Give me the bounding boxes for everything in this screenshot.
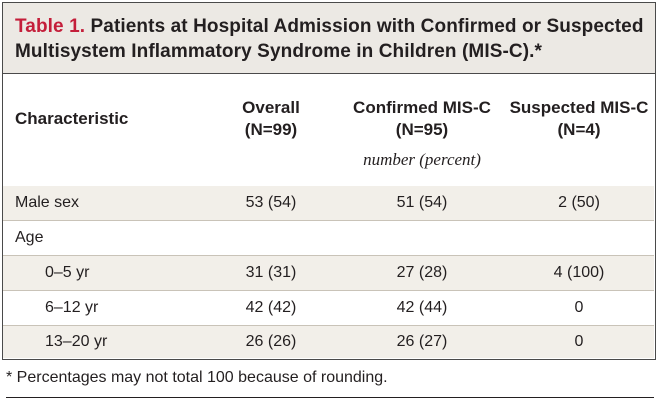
row-divider (3, 255, 654, 256)
row-divider (3, 325, 654, 326)
header-confirmed-count: (N=95) (395, 120, 449, 139)
cell-confirmed: 27 (28) (396, 264, 448, 281)
table-title-text: Patients at Hospital Admission with Conf… (15, 16, 644, 62)
table-row: Age (3, 221, 654, 255)
cell-overall: 26 (26) (245, 333, 297, 350)
row-divider (3, 290, 654, 291)
header-suspected-count: (N=4) (557, 120, 601, 139)
bottom-rule (6, 397, 654, 398)
cell-confirmed: 26 (27) (396, 333, 448, 350)
row-label: 0–5 yr (45, 264, 90, 281)
row-label: Male sex (15, 194, 80, 211)
header-characteristic: Characteristic (15, 109, 129, 128)
row-label: 13–20 yr (45, 333, 108, 350)
cell-suspected: 0 (574, 299, 584, 316)
cell-overall: 53 (54) (245, 194, 297, 211)
table-footnote: * Percentages may not total 100 because … (6, 369, 388, 386)
header-confirmed-label: Confirmed MIS-C (353, 98, 491, 117)
header-row: Characteristic Overall (N=99) Confirmed … (3, 74, 654, 174)
table-row: Male sex 53 (54) 51 (54) 2 (50) (3, 186, 654, 220)
header-overall-count: (N=99) (244, 120, 298, 139)
cell-suspected: 2 (50) (558, 194, 600, 211)
cell-suspected: 0 (574, 333, 584, 350)
cell-confirmed: 51 (54) (396, 194, 448, 211)
table-number-label: Table 1. (15, 16, 86, 37)
header-overall: Overall (N=99) (221, 84, 321, 154)
header-overall-label: Overall (242, 98, 300, 117)
cell-overall: 31 (31) (245, 264, 297, 281)
row-label: Age (15, 229, 44, 246)
table-title-box: Table 1. Patients at Hospital Admission … (2, 2, 656, 74)
table-row: 0–5 yr 31 (31) 27 (28) 4 (100) (3, 256, 654, 290)
header-suspected: Suspected MIS-C (N=4) (507, 84, 651, 154)
header-suspected-label: Suspected MIS-C (509, 98, 649, 117)
header-confirmed: Confirmed MIS-C (N=95) (343, 84, 501, 154)
table-row: 6–12 yr 42 (42) 42 (44) 0 (3, 291, 654, 325)
cell-confirmed: 42 (44) (396, 299, 448, 316)
table-title: Table 1. Patients at Hospital Admission … (15, 14, 645, 64)
cell-suspected: 4 (100) (553, 264, 605, 281)
table-row: 13–20 yr 26 (26) 26 (27) 0 (3, 326, 654, 358)
unit-note: number (percent) (363, 150, 481, 169)
row-divider (3, 220, 654, 221)
row-label: 6–12 yr (45, 299, 99, 316)
table-body: Characteristic Overall (N=99) Confirmed … (2, 74, 656, 360)
cell-overall: 42 (42) (245, 299, 297, 316)
